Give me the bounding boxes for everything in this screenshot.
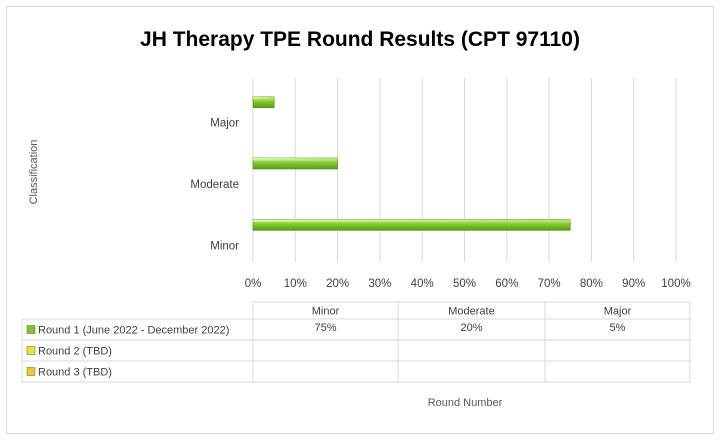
legend-key-icon bbox=[26, 325, 36, 334]
x-tick-label: 40% bbox=[411, 278, 434, 290]
table-header-cell: Moderate bbox=[448, 306, 494, 318]
x-tick-label: 20% bbox=[326, 278, 349, 290]
x-tick-label: 60% bbox=[495, 278, 518, 290]
x-tick-label: 80% bbox=[580, 278, 603, 290]
category-label: Moderate bbox=[190, 179, 239, 191]
legend-key-icon bbox=[26, 367, 36, 376]
x-tick-label: 0% bbox=[245, 278, 262, 290]
x-tick-label: 10% bbox=[284, 278, 307, 290]
legend-series-name: Round 1 (June 2022 - December 2022) bbox=[38, 325, 229, 337]
legend-key-icon bbox=[26, 346, 36, 355]
table-header-cell: Major bbox=[604, 306, 632, 318]
table-value-cell: 5% bbox=[610, 322, 626, 334]
legend-series-name: Round 2 (TBD) bbox=[38, 346, 112, 358]
category-label: Minor bbox=[210, 240, 239, 252]
legend-series-name: Round 3 (TBD) bbox=[38, 367, 112, 379]
bar-highlight bbox=[253, 219, 571, 222]
table-value-cell: 20% bbox=[460, 322, 482, 334]
chart-title: JH Therapy TPE Round Results (CPT 97110) bbox=[140, 28, 580, 51]
x-tick-label: 90% bbox=[622, 278, 645, 290]
x-axis-label: Round Number bbox=[427, 397, 503, 409]
x-tick-label: 100% bbox=[661, 278, 690, 290]
x-tick-label: 30% bbox=[368, 278, 391, 290]
table-header-cell: Minor bbox=[312, 306, 340, 318]
x-tick-label: 50% bbox=[453, 278, 476, 290]
table-value-cell: 75% bbox=[314, 322, 336, 334]
x-tick-label: 70% bbox=[538, 278, 561, 290]
bar-highlight bbox=[253, 96, 275, 100]
category-label: Major bbox=[210, 118, 239, 130]
bar-highlight bbox=[253, 158, 338, 161]
